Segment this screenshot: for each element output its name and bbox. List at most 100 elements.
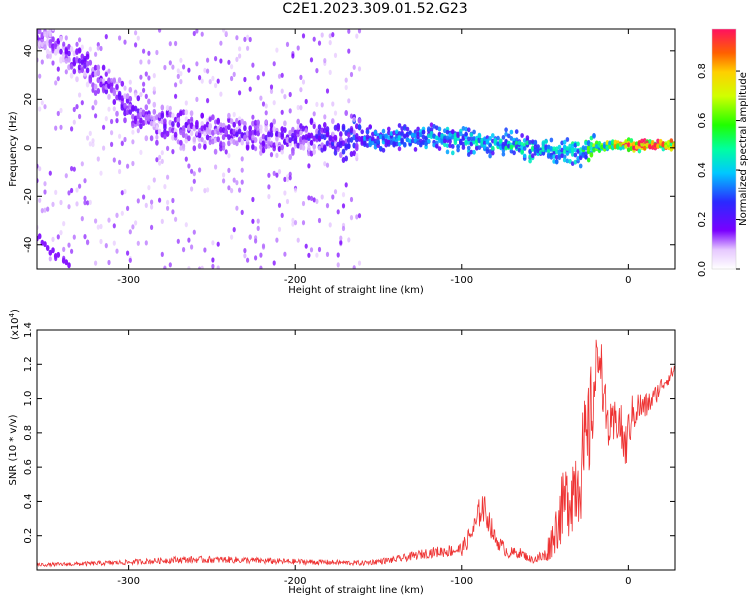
spectrogram-cell — [411, 138, 415, 144]
spectrogram-cell — [144, 135, 149, 142]
spectrogram-cell — [333, 189, 338, 195]
spectrogram-cell — [176, 139, 180, 145]
spectrogram-cell — [240, 132, 244, 139]
spectrogram-cell — [509, 144, 514, 150]
spectrogram-cell — [578, 147, 583, 153]
spectrogram-cell — [261, 147, 266, 154]
spectrogram-cell — [658, 138, 663, 144]
spectrogram-cell — [307, 252, 311, 258]
spectrogram-cell — [323, 122, 327, 128]
spectrogram-cell — [464, 140, 468, 146]
spectrogram-cell — [408, 130, 412, 136]
spectrogram-cell — [243, 120, 247, 127]
spectrogram-cell — [365, 143, 370, 148]
spectrogram-cell — [349, 71, 354, 78]
spectrogram-cell — [203, 247, 207, 253]
spectrogram-cell — [301, 144, 306, 151]
spectrogram-cell — [155, 139, 159, 146]
spectrogram-cell — [371, 131, 375, 137]
spectrogram-cell — [357, 66, 362, 72]
spectrogram-cell — [131, 122, 135, 129]
spectrogram-cell — [248, 125, 252, 132]
spectrogram-cell — [163, 64, 167, 71]
spectrogram-cell — [520, 149, 524, 154]
spectrogram-cell — [584, 140, 588, 146]
spectrogram-cell — [136, 128, 140, 134]
spectrogram-cell — [54, 125, 58, 131]
spectrogram-cell — [67, 262, 71, 269]
spectrogram-cell — [222, 145, 226, 151]
spectrogram-cell — [554, 154, 559, 160]
spectrogram-cell — [371, 136, 375, 142]
spectrogram-cell — [238, 53, 242, 59]
spectrogram-cell — [94, 260, 98, 266]
colorbar-tick-label: 0.2 — [697, 212, 708, 228]
spectrogram-cell — [293, 187, 298, 193]
spectrogram-cell — [38, 166, 42, 172]
spectrogram-cell — [198, 75, 202, 81]
spectrogram-cell — [229, 118, 234, 125]
spectrogram-cell — [70, 126, 74, 132]
spectrogram-cell — [467, 145, 471, 151]
spectrogram-cell — [333, 145, 338, 152]
spectrogram-cell — [453, 140, 458, 146]
spectrogram-cell — [206, 68, 210, 74]
spectrogram-cell — [109, 81, 114, 88]
spectrogram-cell — [190, 186, 194, 192]
spectrogram-cell — [491, 133, 495, 138]
spectrogram-cell — [528, 149, 532, 155]
snr-y-tick-label: 0.4 — [23, 493, 34, 509]
spectrogram-cell — [155, 134, 159, 140]
spectrogram-cell — [203, 143, 207, 150]
spectrogram-cell — [141, 120, 146, 126]
spectrogram-cell — [232, 111, 236, 118]
spectrogram-cell — [435, 143, 439, 149]
spectrogram-cell — [403, 142, 407, 148]
spectrogram-cell — [176, 68, 180, 74]
spectrogram-cell — [632, 145, 636, 151]
spectrogram-cell — [333, 110, 338, 116]
spectrogram-cell — [280, 148, 285, 155]
snr-x-tick-label: -300 — [117, 576, 140, 587]
spectrogram-cell — [317, 217, 322, 224]
spectrogram-cell — [142, 81, 146, 87]
spectrogram-cell — [419, 132, 423, 138]
colorbar-tick-label: 0.0 — [697, 261, 708, 277]
spectrogram-cell — [77, 57, 82, 64]
spectrogram-cell — [461, 125, 466, 131]
spectrogram-cell — [160, 118, 165, 125]
spectrogram-cell — [160, 112, 165, 119]
spectrogram-x-axis-label: Height of straight line (km) — [288, 285, 424, 296]
spectrogram-cell — [222, 29, 226, 33]
spectrogram-cell — [275, 172, 279, 178]
spectrogram-cell — [51, 201, 55, 207]
spectrogram-cell — [251, 120, 255, 127]
spectrogram-cell — [293, 220, 298, 226]
spectrogram-cell — [168, 262, 172, 268]
spectrogram-cell — [104, 116, 108, 122]
snr-axes: -300 -200 -100 0 0.2 0.4 0.6 0.8 1.0 1.2 1.4 — [23, 322, 675, 587]
spectrogram-cell — [299, 87, 303, 93]
spectrogram-cell — [235, 180, 239, 186]
spectrogram-cell — [67, 43, 71, 50]
spectrogram-cell — [333, 149, 338, 156]
spectrogram-cell — [174, 82, 178, 88]
spectrogram-cell — [224, 30, 228, 36]
spectrogram-cell — [352, 142, 357, 149]
spectrogram-cell — [83, 70, 87, 77]
spectrogram-cell — [341, 225, 346, 232]
spectrogram-cell — [144, 202, 148, 208]
spectrogram-cell — [139, 149, 143, 155]
spectrogram-cell — [648, 144, 652, 150]
spectrogram-cell — [347, 131, 351, 138]
spectrogram-cell — [86, 240, 90, 246]
spectrogram-cell — [131, 113, 135, 120]
spectrogram-cell — [181, 125, 186, 132]
spectrogram-cell — [214, 164, 218, 170]
spectrogram-cell — [624, 144, 628, 149]
spectrogram-cell — [67, 50, 71, 57]
spectrogram-cell — [419, 138, 423, 144]
spectrogram-cell — [203, 131, 207, 137]
spectrogram-cell — [288, 137, 293, 144]
spectrogram-cell — [464, 131, 468, 137]
